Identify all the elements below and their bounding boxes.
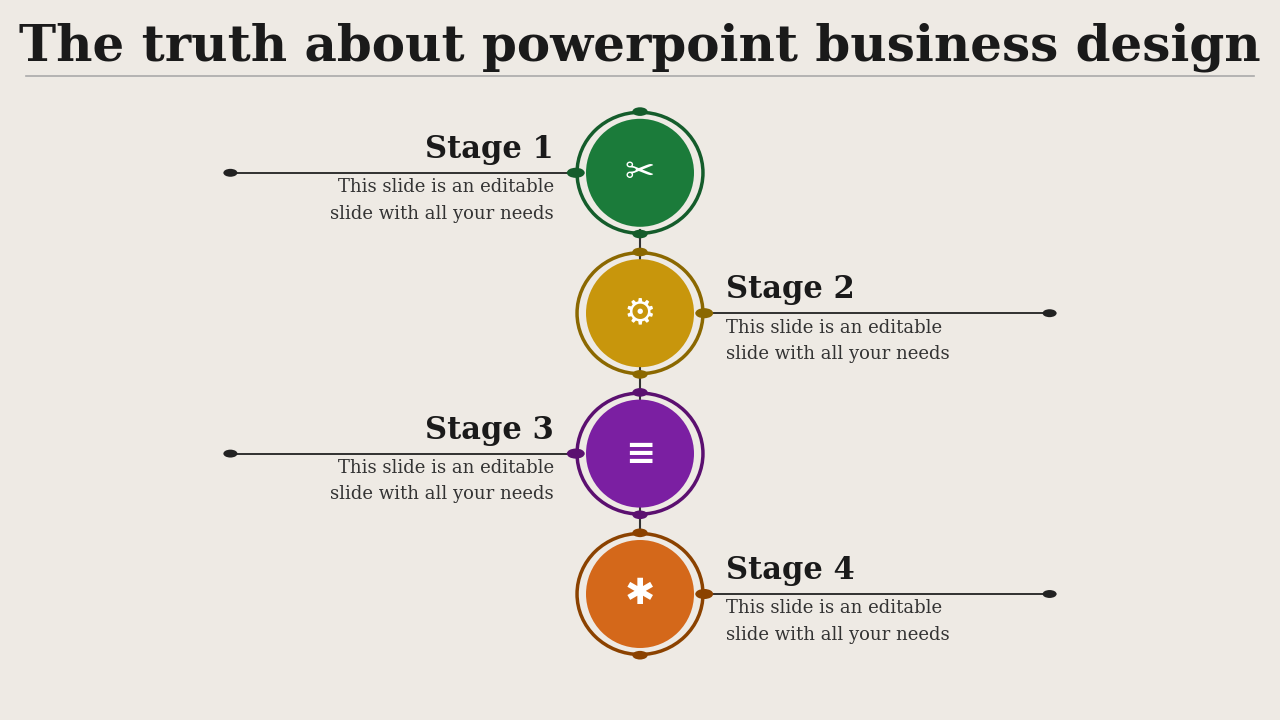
Circle shape — [632, 248, 648, 256]
Circle shape — [632, 510, 648, 519]
Circle shape — [695, 589, 713, 599]
Circle shape — [567, 449, 585, 459]
Text: This slide is an editable
slide with all your needs: This slide is an editable slide with all… — [330, 459, 554, 503]
Ellipse shape — [586, 400, 694, 508]
Circle shape — [223, 449, 238, 458]
Circle shape — [632, 230, 648, 238]
Circle shape — [223, 168, 238, 176]
Text: This slide is an editable
slide with all your needs: This slide is an editable slide with all… — [726, 599, 950, 644]
Text: Stage 3: Stage 3 — [425, 415, 554, 446]
Text: Stage 1: Stage 1 — [425, 134, 554, 165]
Circle shape — [1042, 590, 1056, 598]
Circle shape — [567, 168, 585, 178]
Text: ⚙: ⚙ — [623, 296, 657, 330]
Ellipse shape — [586, 540, 694, 648]
Circle shape — [632, 651, 648, 660]
Circle shape — [632, 388, 648, 397]
Text: This slide is an editable
slide with all your needs: This slide is an editable slide with all… — [330, 178, 554, 222]
Circle shape — [632, 107, 648, 116]
Text: The truth about powerpoint business design: The truth about powerpoint business desi… — [19, 22, 1261, 71]
Text: Stage 2: Stage 2 — [726, 274, 855, 305]
Text: ✱: ✱ — [625, 577, 655, 611]
Text: Stage 4: Stage 4 — [726, 555, 855, 586]
Ellipse shape — [586, 119, 694, 227]
Circle shape — [632, 370, 648, 379]
Text: ✂: ✂ — [625, 156, 655, 190]
Ellipse shape — [586, 259, 694, 367]
Circle shape — [695, 308, 713, 318]
Text: This slide is an editable
slide with all your needs: This slide is an editable slide with all… — [726, 318, 950, 363]
Circle shape — [1042, 310, 1056, 318]
Text: ≡: ≡ — [625, 436, 655, 471]
Circle shape — [632, 528, 648, 537]
